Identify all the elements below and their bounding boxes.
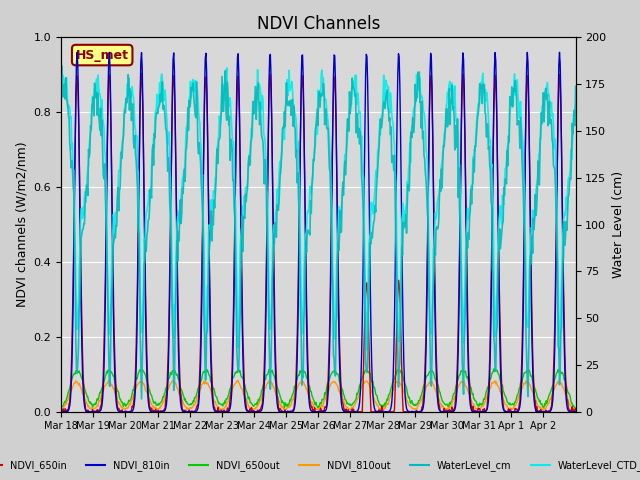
NDVI_650in — [259, 401, 266, 407]
NDVI_650in — [239, 332, 246, 338]
Line: NDVI_810out: NDVI_810out — [61, 381, 575, 411]
NDVI_650in — [57, 408, 65, 414]
Line: WaterLevel_cm: WaterLevel_cm — [61, 66, 575, 399]
NDVI_650in — [401, 409, 409, 415]
NDVI_650out — [212, 394, 220, 399]
NDVI_810out — [401, 391, 408, 396]
NDVI_810in — [258, 407, 266, 413]
WaterLevel_CTD_cm — [118, 148, 125, 154]
WaterLevel_CTD_cm — [238, 224, 246, 230]
NDVI_810out — [372, 399, 380, 405]
WaterLevel_cm — [239, 249, 246, 254]
WaterLevel_cm — [401, 219, 409, 225]
Legend: NDVI_650in, NDVI_810in, NDVI_650out, NDVI_810out, WaterLevel_cm, WaterLevel_CTD_: NDVI_650in, NDVI_810in, NDVI_650out, NDV… — [0, 456, 640, 475]
NDVI_810out — [238, 386, 246, 392]
NDVI_810out — [118, 404, 126, 410]
NDVI_650in — [138, 71, 145, 76]
NDVI_650in — [58, 409, 65, 415]
NDVI_810out — [105, 378, 113, 384]
NDVI_650out — [400, 377, 408, 383]
WaterLevel_CTD_cm — [556, 348, 563, 353]
NDVI_810in — [238, 317, 246, 323]
NDVI_810out — [57, 407, 65, 412]
Line: NDVI_650out: NDVI_650out — [61, 369, 575, 410]
Y-axis label: Water Level (cm): Water Level (cm) — [612, 171, 625, 278]
WaterLevel_cm — [138, 396, 145, 402]
WaterLevel_CTD_cm — [212, 176, 220, 182]
NDVI_650out — [118, 399, 125, 405]
WaterLevel_cm — [259, 135, 266, 141]
Y-axis label: NDVI channels (W/m2/nm): NDVI channels (W/m2/nm) — [15, 142, 28, 307]
Line: WaterLevel_CTD_cm: WaterLevel_CTD_cm — [61, 68, 575, 350]
NDVI_810in — [74, 49, 81, 55]
WaterLevel_CTD_cm — [401, 208, 408, 214]
NDVI_810in — [572, 409, 579, 415]
NDVI_810in — [213, 409, 221, 415]
NDVI_650out — [257, 392, 265, 398]
Line: NDVI_810in: NDVI_810in — [61, 52, 575, 412]
WaterLevel_cm — [372, 188, 380, 194]
Title: NDVI Channels: NDVI Channels — [257, 15, 380, 33]
NDVI_650out — [490, 366, 497, 372]
NDVI_810in — [372, 408, 380, 414]
NDVI_810in — [401, 381, 408, 386]
Text: HS_met: HS_met — [76, 48, 129, 61]
Line: NDVI_650in: NDVI_650in — [61, 73, 575, 412]
WaterLevel_cm — [572, 84, 579, 89]
NDVI_650out — [237, 374, 245, 380]
NDVI_650in — [372, 409, 380, 415]
NDVI_810out — [258, 394, 266, 400]
WaterLevel_CTD_cm — [57, 98, 65, 104]
WaterLevel_cm — [58, 63, 65, 69]
NDVI_810out — [572, 408, 579, 413]
NDVI_810in — [118, 409, 126, 415]
NDVI_650in — [214, 409, 221, 415]
WaterLevel_CTD_cm — [223, 65, 230, 71]
NDVI_650in — [572, 406, 579, 411]
NDVI_650out — [371, 386, 379, 392]
NDVI_810out — [213, 403, 221, 408]
NDVI_650in — [118, 407, 126, 413]
WaterLevel_cm — [118, 156, 126, 161]
NDVI_650out — [57, 407, 65, 412]
WaterLevel_cm — [214, 146, 221, 152]
NDVI_810out — [570, 408, 578, 414]
WaterLevel_CTD_cm — [258, 107, 266, 112]
WaterLevel_CTD_cm — [572, 102, 579, 108]
NDVI_650out — [572, 408, 579, 413]
WaterLevel_cm — [57, 80, 65, 86]
WaterLevel_CTD_cm — [372, 171, 380, 177]
NDVI_810in — [57, 409, 65, 415]
